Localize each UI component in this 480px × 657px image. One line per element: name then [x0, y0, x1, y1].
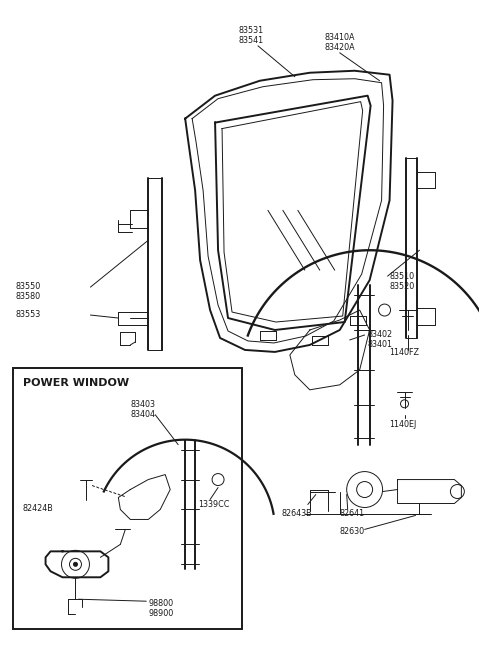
Text: 82641: 82641: [340, 509, 365, 518]
Text: 83404: 83404: [130, 410, 156, 419]
Bar: [12, 368, 242, 629]
Text: 83420A: 83420A: [325, 43, 355, 52]
Text: 83410A: 83410A: [325, 33, 355, 42]
Text: 83541: 83541: [238, 36, 263, 45]
Text: 83403: 83403: [130, 400, 156, 409]
Text: 83531: 83531: [238, 26, 263, 35]
Circle shape: [73, 562, 77, 566]
Text: 1339CC: 1339CC: [198, 499, 229, 509]
Text: 83550: 83550: [16, 282, 41, 291]
Text: 82424B: 82424B: [23, 505, 53, 514]
Text: 83580: 83580: [16, 292, 41, 301]
Text: 98900: 98900: [148, 609, 173, 618]
Text: 83510: 83510: [390, 272, 415, 281]
Text: 83401: 83401: [368, 340, 393, 349]
Text: 82643B: 82643B: [282, 509, 312, 518]
Text: POWER WINDOW: POWER WINDOW: [23, 378, 129, 388]
Text: 82630: 82630: [340, 528, 365, 536]
Text: 83520: 83520: [390, 282, 415, 291]
Text: 1140EJ: 1140EJ: [390, 420, 417, 429]
Text: 98800: 98800: [148, 599, 173, 608]
Text: 83402: 83402: [368, 330, 393, 339]
Text: 83553: 83553: [16, 310, 41, 319]
Text: 1140FZ: 1140FZ: [390, 348, 420, 357]
